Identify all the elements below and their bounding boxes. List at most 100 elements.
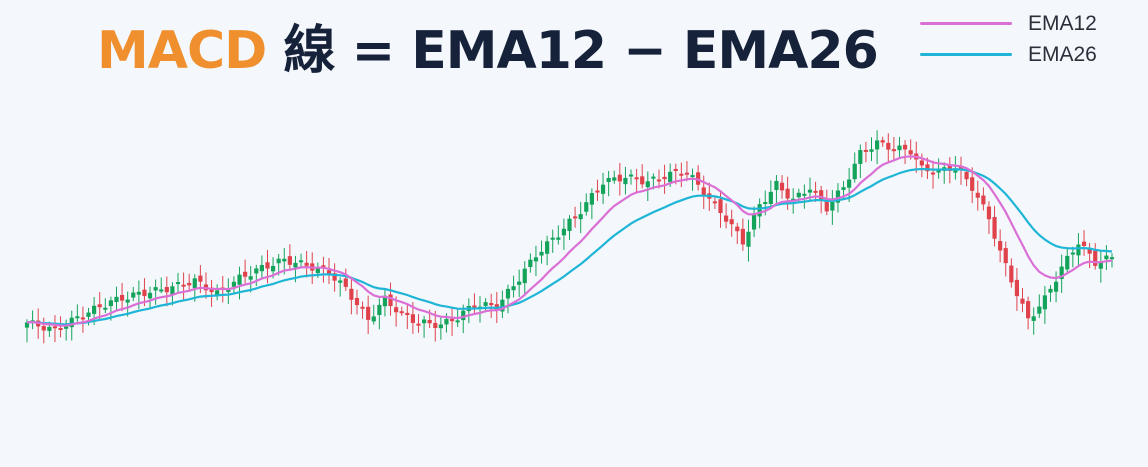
candle [617,162,622,196]
candle-body-up [159,289,164,292]
candle-body-down [970,177,975,191]
candle-body-up [276,258,281,264]
candle-body-down [891,149,896,152]
candle-body-down [992,216,997,239]
candle-body-up [533,257,539,262]
legend-swatch-ema26 [920,53,1012,56]
candle [628,169,634,185]
candle-body-up [147,292,153,299]
candle-body-down [164,287,169,293]
candle-body-up [64,326,69,329]
candle-body-up [438,324,443,329]
candle [175,272,181,293]
candle [556,225,561,245]
candle [1003,241,1008,277]
candle-body-up [153,287,158,291]
candle [321,256,326,283]
candle [645,171,650,202]
candle [1059,254,1064,294]
candle-body-up [757,204,762,217]
candle-body-down [1020,298,1025,304]
candle [869,137,874,162]
candle-body-up [108,300,113,307]
candle [69,310,74,341]
candle [399,306,404,316]
candle [181,272,186,301]
candle-body-down [489,303,494,306]
candle [824,189,829,216]
candle [472,293,477,315]
candle [958,156,964,185]
candle [774,174,779,205]
candle-body-up [522,268,527,284]
candle-body-down [97,304,102,308]
candle [153,279,158,305]
candle-body-up [192,278,197,289]
candle [606,170,611,197]
candle [366,295,371,335]
candle [975,180,980,211]
candle-body-up [875,140,880,150]
candle-body-up [293,262,298,268]
candle-body-up [1076,244,1081,256]
candle [209,280,214,307]
candle-body-down [187,282,192,286]
candle-body-up [852,163,857,180]
candle-body-up [75,316,80,319]
candle-body-down [925,164,930,172]
candle-body-down [819,190,824,200]
legend: EMA12 EMA26 [920,8,1140,70]
candle-body-up [500,299,505,312]
candle [1009,258,1014,288]
candles-group [24,130,1115,344]
candle [852,152,857,183]
candle [287,244,292,271]
candle-body-up [539,251,544,256]
candle [248,266,253,293]
candle [332,263,337,292]
candle-body-down [142,289,147,297]
candle [119,282,125,312]
candle [517,269,522,297]
candle [371,304,376,325]
candle [1070,246,1075,268]
candle [466,298,471,324]
candle-body-up [170,286,175,295]
candle [662,164,667,194]
candle [1042,285,1047,324]
candle-body-up [69,317,74,328]
candle-body-down [181,284,186,287]
candle [970,167,975,204]
candle [449,307,455,336]
candle-body-down [735,226,740,232]
candle [723,203,729,229]
candle-body-down [673,168,678,171]
candle-body-up [131,292,136,298]
candle [304,251,309,278]
candle-body-down [119,294,125,301]
candle [986,201,992,235]
candle [735,222,740,244]
candle [992,205,997,247]
candle-body-down [958,166,964,171]
candle [421,315,427,338]
candle [746,219,751,262]
candle [147,286,153,309]
candle [1026,296,1031,330]
candle-body-down [824,200,829,212]
candle [718,190,723,228]
candle-body-up [550,237,555,240]
candle-body-down [902,144,908,150]
candle-body-up [461,310,466,321]
candle-body-up [1031,316,1036,321]
candle-body-up [567,218,572,231]
candle [533,245,539,277]
candle [684,161,690,182]
candle-body-down [656,179,662,182]
candle-body-up [835,190,841,203]
candle [584,193,589,216]
candle-body-up [1109,257,1115,260]
candle [254,264,259,286]
candle [539,240,544,264]
candle-body-up [796,192,801,198]
